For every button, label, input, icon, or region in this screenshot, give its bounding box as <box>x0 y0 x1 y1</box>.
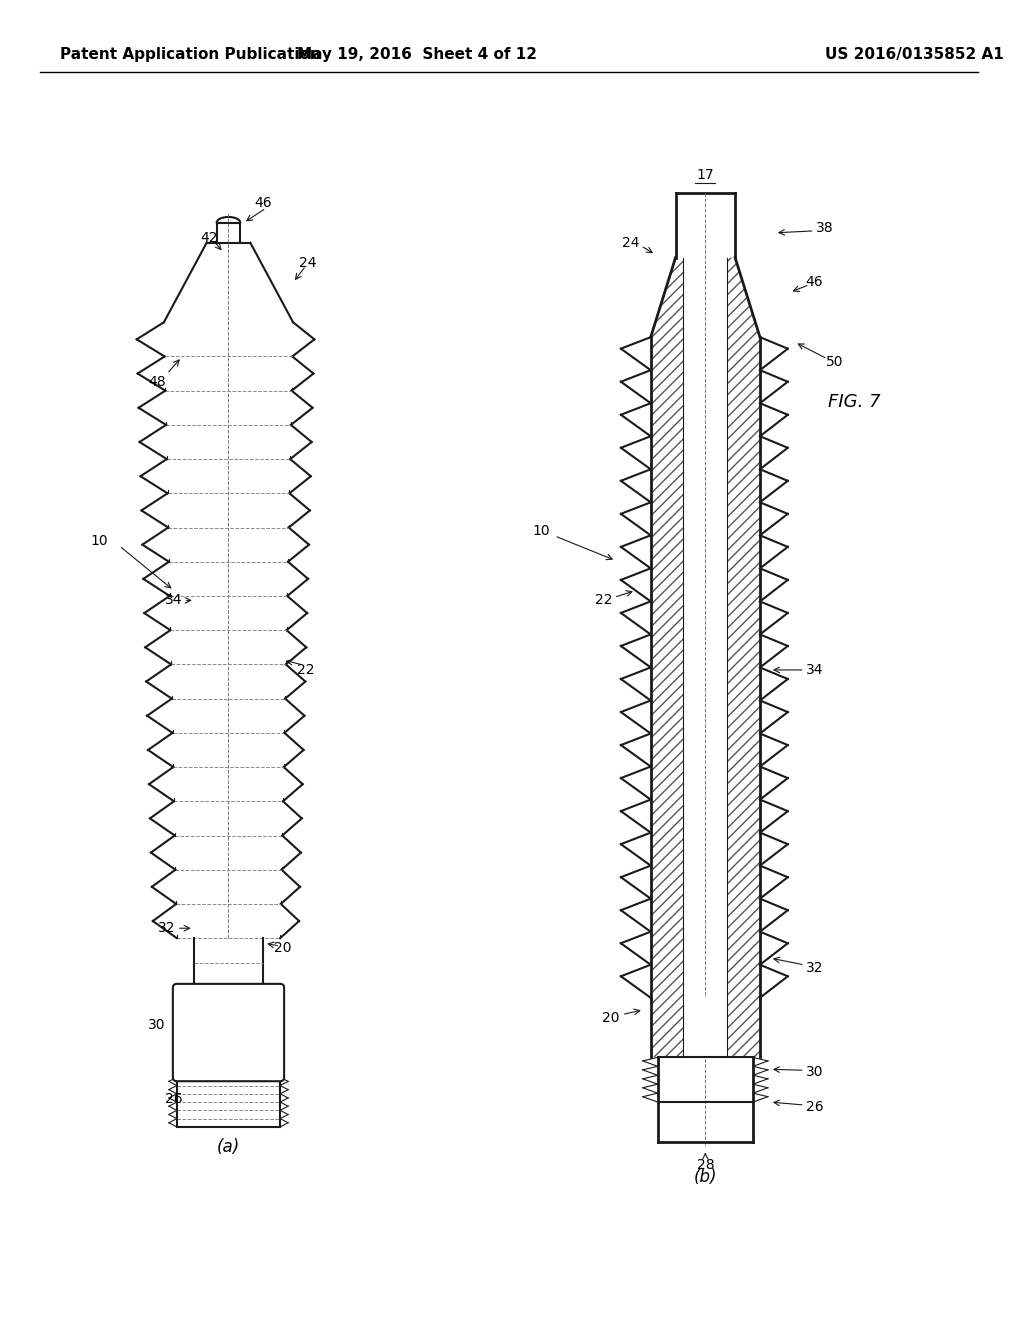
Bar <box>683 337 727 998</box>
Text: 17: 17 <box>696 168 714 182</box>
Text: 20: 20 <box>274 941 292 956</box>
Text: US 2016/0135852 A1: US 2016/0135852 A1 <box>824 46 1004 62</box>
Text: 22: 22 <box>297 663 314 677</box>
Text: 26: 26 <box>806 1100 823 1114</box>
Text: (a): (a) <box>217 1138 240 1156</box>
Text: 50: 50 <box>825 355 843 370</box>
Text: (b): (b) <box>693 1168 717 1185</box>
Bar <box>727 337 760 998</box>
Text: 46: 46 <box>254 197 272 210</box>
Text: 38: 38 <box>816 220 834 235</box>
Bar <box>650 337 683 998</box>
Text: 48: 48 <box>148 375 166 389</box>
Text: 26: 26 <box>165 1092 182 1106</box>
Text: May 19, 2016  Sheet 4 of 12: May 19, 2016 Sheet 4 of 12 <box>297 46 538 62</box>
Text: 28: 28 <box>696 1158 714 1172</box>
Text: 34: 34 <box>165 594 182 607</box>
Bar <box>727 998 760 1057</box>
Text: 20: 20 <box>602 1011 620 1024</box>
Text: 30: 30 <box>148 1018 166 1032</box>
Text: 24: 24 <box>299 256 316 269</box>
Text: 42: 42 <box>200 231 217 244</box>
Bar <box>683 998 727 1057</box>
Text: 24: 24 <box>622 236 640 249</box>
Bar <box>650 998 683 1057</box>
Text: 10: 10 <box>532 524 550 537</box>
Text: 32: 32 <box>158 921 176 936</box>
Text: 46: 46 <box>806 276 823 289</box>
Text: 32: 32 <box>806 961 823 975</box>
Text: 34: 34 <box>806 663 823 677</box>
Text: Patent Application Publication: Patent Application Publication <box>59 46 321 62</box>
FancyBboxPatch shape <box>173 983 284 1081</box>
Text: FIG. 7: FIG. 7 <box>828 393 881 411</box>
Text: 30: 30 <box>806 1065 823 1080</box>
Text: 22: 22 <box>595 594 612 607</box>
Text: 10: 10 <box>90 533 109 548</box>
